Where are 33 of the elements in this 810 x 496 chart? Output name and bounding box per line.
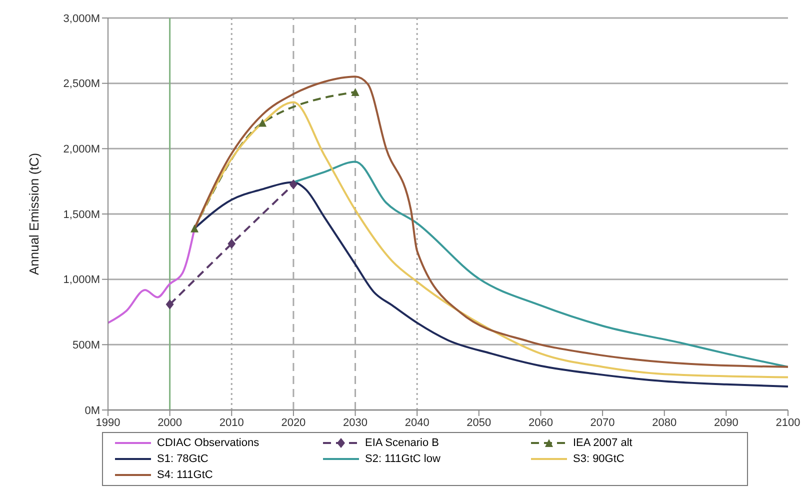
y-tick-label: 2,000M bbox=[63, 144, 100, 156]
legend-label: EIA Scenario B bbox=[365, 437, 439, 449]
legend-label: S4: 111GtC bbox=[157, 469, 213, 481]
point bbox=[258, 118, 267, 127]
y-tick-label: 1,500M bbox=[63, 208, 100, 221]
point bbox=[166, 299, 174, 310]
y-tick-label: 2,500M bbox=[63, 78, 100, 90]
y-axis-title: Annual Emission (tC) bbox=[26, 152, 42, 276]
x-tick-label: 2090 bbox=[714, 416, 738, 429]
legend-label: S2: 111GtC low bbox=[365, 453, 440, 465]
y-tick-label: 3,000M bbox=[63, 12, 100, 25]
x-tick-label: 2030 bbox=[343, 416, 368, 429]
y-tick-label: 0M bbox=[84, 404, 100, 417]
legend-label: CDIAC Observations bbox=[157, 437, 260, 449]
x-tick-label: 2070 bbox=[590, 416, 615, 429]
x-tick-label: 2060 bbox=[528, 416, 553, 429]
legend-label: S3: 90GtC bbox=[573, 453, 624, 465]
x-tick-label: 2100 bbox=[776, 416, 800, 429]
x-tick-label: 2010 bbox=[219, 416, 244, 429]
point bbox=[351, 88, 360, 96]
x-tick-label: 2040 bbox=[404, 416, 430, 429]
y-tick-label: 500M bbox=[72, 340, 100, 352]
legend-label: IEA 2007 alt bbox=[573, 437, 632, 449]
x-tick-label: 2080 bbox=[652, 416, 677, 429]
x-tick-label: 2000 bbox=[158, 416, 182, 429]
y-tick-label: 1,000M bbox=[63, 274, 100, 286]
point bbox=[228, 238, 236, 249]
x-tick-label: 2050 bbox=[466, 416, 492, 429]
x-tick-label: 2020 bbox=[281, 416, 306, 429]
x-tick-label: 1990 bbox=[96, 416, 120, 429]
point bbox=[190, 224, 199, 232]
point bbox=[289, 179, 298, 190]
legend-label: S1: 78GtC bbox=[157, 453, 208, 465]
